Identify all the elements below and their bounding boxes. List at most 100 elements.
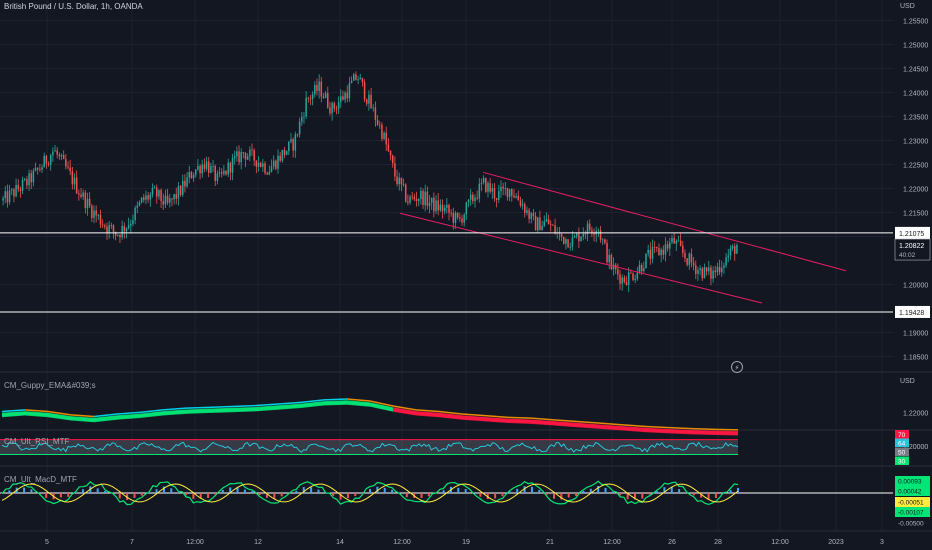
candle-body xyxy=(478,183,481,199)
candle-body xyxy=(84,192,87,209)
candle-body xyxy=(52,151,54,156)
candle-body xyxy=(686,258,688,265)
candle-body xyxy=(634,278,636,280)
rsi-label-1: 64 xyxy=(898,441,906,448)
candle-body xyxy=(495,198,498,200)
candle-body xyxy=(524,204,526,213)
macd-histogram-bar xyxy=(148,492,151,493)
guppy-ribbon xyxy=(116,416,141,420)
candle-body xyxy=(606,243,608,263)
macd-histogram-bar xyxy=(530,486,533,493)
guppy-fast-line xyxy=(93,413,118,418)
candle-body xyxy=(194,169,197,176)
candle-body xyxy=(67,166,69,168)
candle-body xyxy=(220,172,223,174)
guppy-fast-line xyxy=(438,410,463,415)
candle-body xyxy=(268,171,271,175)
candle-body xyxy=(446,204,448,208)
candle-body xyxy=(264,163,266,173)
guppy-ribbon xyxy=(645,430,670,434)
candle-body xyxy=(534,216,537,231)
candle-body xyxy=(530,213,533,219)
candle-body xyxy=(288,141,290,152)
candle-body xyxy=(727,255,730,258)
x-tick-13: 3 xyxy=(880,539,884,546)
guppy-fast-line xyxy=(461,413,486,417)
candle-body xyxy=(365,99,368,104)
candle-body xyxy=(511,189,513,196)
macd-histogram-bar xyxy=(104,491,107,493)
candle-body xyxy=(262,163,264,167)
candle-body xyxy=(156,187,158,197)
candle-body xyxy=(378,124,381,126)
macd-histogram-bar xyxy=(140,493,143,496)
candle-body xyxy=(387,144,390,151)
guppy-fast-line xyxy=(162,407,187,411)
candle-body xyxy=(493,188,496,199)
candle-body xyxy=(500,186,502,192)
candle-body xyxy=(181,180,184,195)
candle-body xyxy=(541,225,543,231)
candle-body xyxy=(153,187,156,189)
candle-body xyxy=(337,102,340,109)
candle-body xyxy=(6,191,9,203)
guppy-fast-line xyxy=(277,401,302,405)
macd-histogram-bar xyxy=(207,493,210,499)
candle-body xyxy=(292,139,294,151)
candle-body xyxy=(56,150,58,155)
candle-body xyxy=(246,156,249,160)
guppy-ribbon xyxy=(323,403,348,406)
candle-body xyxy=(314,84,316,95)
macd-histogram-bar xyxy=(221,490,224,493)
candle-body xyxy=(463,214,465,223)
candle-body xyxy=(725,257,727,266)
candle-body xyxy=(353,74,355,81)
candle-body xyxy=(608,254,610,263)
macd-histogram-bar xyxy=(464,489,467,493)
macd-histogram-bar xyxy=(685,492,688,493)
candle-body xyxy=(43,155,45,168)
candle-body xyxy=(125,227,128,232)
candle-body xyxy=(502,186,504,189)
guppy-ribbon xyxy=(576,425,601,429)
candle-body xyxy=(80,194,82,197)
x-tick-9: 26 xyxy=(668,539,676,546)
candle-body xyxy=(223,170,225,174)
guppy-indicator-label[interactable]: CM_Guppy_EMA&#039;s xyxy=(4,381,96,390)
candle-body xyxy=(690,253,693,263)
hline-label-bg-0 xyxy=(895,226,930,239)
candle-body xyxy=(205,161,208,169)
candle-body xyxy=(391,155,394,164)
candle-body xyxy=(320,81,323,97)
macd-histogram-bar xyxy=(243,489,246,493)
rsi-label-bg-1 xyxy=(895,438,909,447)
candle-body xyxy=(140,197,143,203)
macd-histogram-bar xyxy=(192,493,195,499)
y-tick-10: 1.20000 xyxy=(903,283,928,290)
candle-body xyxy=(331,103,333,114)
macd-histogram-bar xyxy=(383,487,386,493)
guppy-ribbon xyxy=(415,414,440,418)
rsi-label-3: 30 xyxy=(898,459,906,466)
y-tick-5: 1.23000 xyxy=(903,139,928,146)
macd-histogram-bar xyxy=(199,493,202,499)
guppy-y-tick-1: 1.20000 xyxy=(903,444,928,451)
candle-body xyxy=(504,187,507,189)
candle-body xyxy=(192,175,195,179)
candle-body xyxy=(112,225,115,232)
rsi-indicator-label[interactable]: CM_Ult_RSI_MTF xyxy=(4,437,70,446)
guppy-ribbon xyxy=(599,427,624,431)
lightning-icon[interactable]: ⚡ xyxy=(731,361,743,373)
macd-indicator-label[interactable]: CM_Ult_MacD_MTF xyxy=(4,475,77,484)
macd-label-bg-2 xyxy=(895,497,930,507)
candle-body xyxy=(649,249,652,259)
candle-body xyxy=(456,212,459,218)
candle-body xyxy=(552,224,554,226)
candle-body xyxy=(82,192,84,197)
candle-body xyxy=(673,237,675,244)
candle-body xyxy=(91,205,93,218)
candle-body xyxy=(127,225,130,228)
candle-body xyxy=(370,94,372,109)
x-tick-4: 14 xyxy=(336,539,344,546)
candle-body xyxy=(342,96,344,100)
